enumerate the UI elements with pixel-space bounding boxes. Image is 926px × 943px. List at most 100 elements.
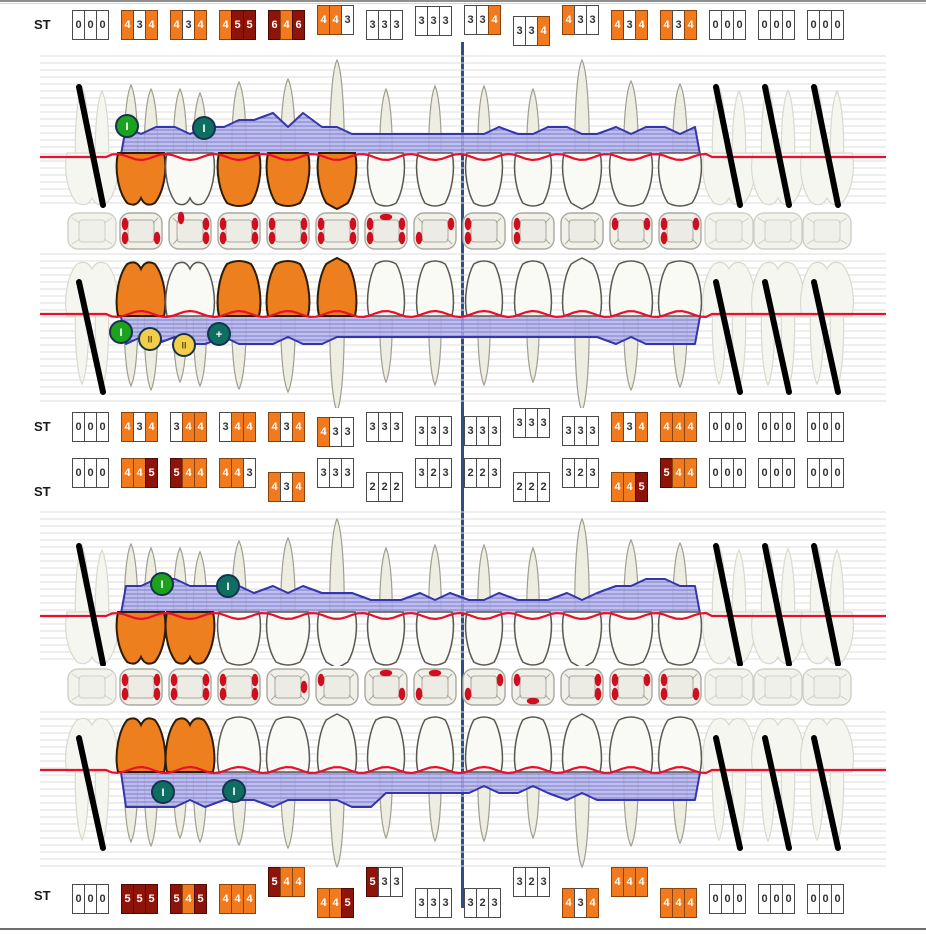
probing-depth-box[interactable]: 2 <box>390 472 403 502</box>
lower-occlusal-tooth-13[interactable] <box>658 668 702 706</box>
probing-depth-box[interactable]: 3 <box>243 458 256 488</box>
upper-occlusal-tooth-2[interactable] <box>119 212 163 250</box>
probing-depth-box[interactable]: 0 <box>831 458 844 488</box>
upper-buccal-tooth-8-crown[interactable] <box>415 152 455 207</box>
probing-depth-box[interactable]: 3 <box>439 6 452 36</box>
probing-depth-box[interactable]: 3 <box>488 458 501 488</box>
furcation-marker[interactable]: I <box>222 779 246 803</box>
probing-depth-box[interactable]: 0 <box>831 884 844 914</box>
upper-palatal-tooth-12-crown[interactable] <box>608 260 654 317</box>
probing-depth-box[interactable]: 4 <box>145 412 158 442</box>
upper-palatal-tooth-3-crown[interactable] <box>164 261 216 317</box>
probing-depth-box[interactable]: 0 <box>831 10 844 40</box>
lower-lingual-tooth-4-crown[interactable] <box>216 611 262 666</box>
lower-occlusal-tooth-5[interactable] <box>266 668 310 706</box>
upper-occlusal-tooth-7[interactable] <box>364 212 408 250</box>
probing-depth-box[interactable]: 0 <box>782 884 795 914</box>
probing-depth-box[interactable]: 4 <box>292 867 305 897</box>
probing-depth-box[interactable]: 3 <box>488 888 501 918</box>
lower-occlusal-tooth-10[interactable] <box>511 668 555 706</box>
probing-depth-box[interactable]: 3 <box>586 5 599 35</box>
lower-occlusal-tooth-16[interactable] <box>802 668 852 706</box>
probing-depth-box[interactable]: 4 <box>537 16 550 46</box>
probing-depth-box[interactable]: 0 <box>96 458 109 488</box>
probing-depth-box[interactable]: 4 <box>243 412 256 442</box>
upper-occlusal-tooth-6[interactable] <box>315 212 359 250</box>
lower-lingual-tooth-13-crown[interactable] <box>657 611 703 666</box>
furcation-marker[interactable]: + <box>207 322 231 346</box>
probing-depth-box[interactable]: 3 <box>390 10 403 40</box>
probing-depth-box[interactable]: 0 <box>758 884 771 914</box>
lower-lingual-tooth-5-crown[interactable] <box>265 611 311 666</box>
lower-buccal-tooth-2-crown[interactable] <box>115 717 167 773</box>
upper-palatal-tooth-15-crown[interactable] <box>751 261 805 317</box>
lower-lingual-tooth-11-root[interactable] <box>574 517 590 621</box>
probing-depth-box[interactable]: 3 <box>537 867 550 897</box>
upper-occlusal-tooth-15[interactable] <box>753 212 803 250</box>
probing-depth-box[interactable]: 3 <box>439 888 452 918</box>
probing-depth-box[interactable]: 3 <box>439 416 452 446</box>
probing-depth-box[interactable]: 5 <box>145 884 158 914</box>
upper-buccal-tooth-5-crown[interactable] <box>265 152 311 207</box>
probing-depth-box[interactable]: 5 <box>635 472 648 502</box>
upper-occlusal-tooth-9[interactable] <box>462 212 506 250</box>
upper-occlusal-tooth-12[interactable] <box>609 212 653 250</box>
upper-occlusal-tooth-8[interactable] <box>413 212 457 250</box>
probing-depth-box[interactable]: 4 <box>194 10 207 40</box>
lower-occlusal-tooth-2[interactable] <box>119 668 163 706</box>
lower-occlusal-tooth-4[interactable] <box>217 668 261 706</box>
upper-occlusal-tooth-11[interactable] <box>560 212 604 250</box>
upper-palatal-tooth-13-crown[interactable] <box>657 260 703 317</box>
upper-buccal-tooth-10-crown[interactable] <box>513 152 553 207</box>
upper-buccal-tooth-14-root[interactable] <box>711 85 747 162</box>
upper-palatal-tooth-1-crown[interactable] <box>65 261 119 317</box>
lower-lingual-tooth-15-crown[interactable] <box>751 611 805 665</box>
probing-depth-box[interactable]: 4 <box>635 10 648 40</box>
probing-depth-box[interactable]: 3 <box>341 417 354 447</box>
lower-lingual-tooth-11-crown[interactable] <box>561 611 603 666</box>
probing-depth-box[interactable]: 3 <box>341 5 354 35</box>
upper-palatal-tooth-9-crown[interactable] <box>464 260 504 317</box>
lower-buccal-tooth-7-crown[interactable] <box>366 716 406 773</box>
probing-depth-box[interactable]: 3 <box>586 416 599 446</box>
furcation-marker[interactable]: I <box>216 574 240 598</box>
upper-buccal-tooth-6-crown[interactable] <box>316 152 358 210</box>
upper-buccal-tooth-3-crown[interactable] <box>164 152 216 206</box>
lower-buccal-tooth-3-crown[interactable] <box>164 717 216 773</box>
furcation-marker[interactable]: II <box>172 333 196 357</box>
probing-depth-box[interactable]: 4 <box>145 10 158 40</box>
probing-depth-box[interactable]: 0 <box>733 884 746 914</box>
lower-buccal-tooth-10-crown[interactable] <box>513 716 553 773</box>
upper-buccal-tooth-7-crown[interactable] <box>366 152 406 207</box>
probing-depth-box[interactable]: 3 <box>586 458 599 488</box>
probing-depth-box[interactable]: 0 <box>96 10 109 40</box>
upper-palatal-tooth-16-crown[interactable] <box>800 261 854 317</box>
upper-palatal-tooth-10-crown[interactable] <box>513 260 553 317</box>
lower-occlusal-tooth-3[interactable] <box>168 668 212 706</box>
upper-palatal-tooth-8-crown[interactable] <box>415 260 455 317</box>
probing-depth-box[interactable]: 4 <box>243 884 256 914</box>
upper-occlusal-tooth-16[interactable] <box>802 212 852 250</box>
probing-depth-box[interactable]: 5 <box>170 458 183 488</box>
upper-palatal-tooth-5-crown[interactable] <box>265 260 311 317</box>
probing-depth-box[interactable]: 4 <box>194 412 207 442</box>
probing-depth-box[interactable]: 0 <box>733 458 746 488</box>
upper-buccal-tooth-12-crown[interactable] <box>608 152 654 207</box>
upper-occlusal-tooth-10[interactable] <box>511 212 555 250</box>
furcation-marker[interactable]: I <box>151 780 175 804</box>
probing-depth-box[interactable]: 0 <box>782 10 795 40</box>
probing-depth-box[interactable]: 3 <box>390 867 403 897</box>
lower-lingual-tooth-7-crown[interactable] <box>366 611 406 666</box>
upper-occlusal-tooth-4[interactable] <box>217 212 261 250</box>
lower-lingual-tooth-8-crown[interactable] <box>415 611 455 666</box>
upper-occlusal-tooth-13[interactable] <box>658 212 702 250</box>
probing-depth-box[interactable]: 0 <box>733 412 746 442</box>
furcation-marker[interactable]: I <box>192 116 216 140</box>
probing-depth-box[interactable]: 3 <box>341 458 354 488</box>
upper-buccal-tooth-9-crown[interactable] <box>464 152 504 207</box>
upper-palatal-tooth-7-crown[interactable] <box>366 260 406 317</box>
probing-depth-box[interactable]: 0 <box>807 458 820 488</box>
probing-depth-box[interactable]: 2 <box>427 458 440 488</box>
probing-depth-box[interactable]: 4 <box>672 888 685 918</box>
probing-depth-box[interactable]: 0 <box>733 10 746 40</box>
